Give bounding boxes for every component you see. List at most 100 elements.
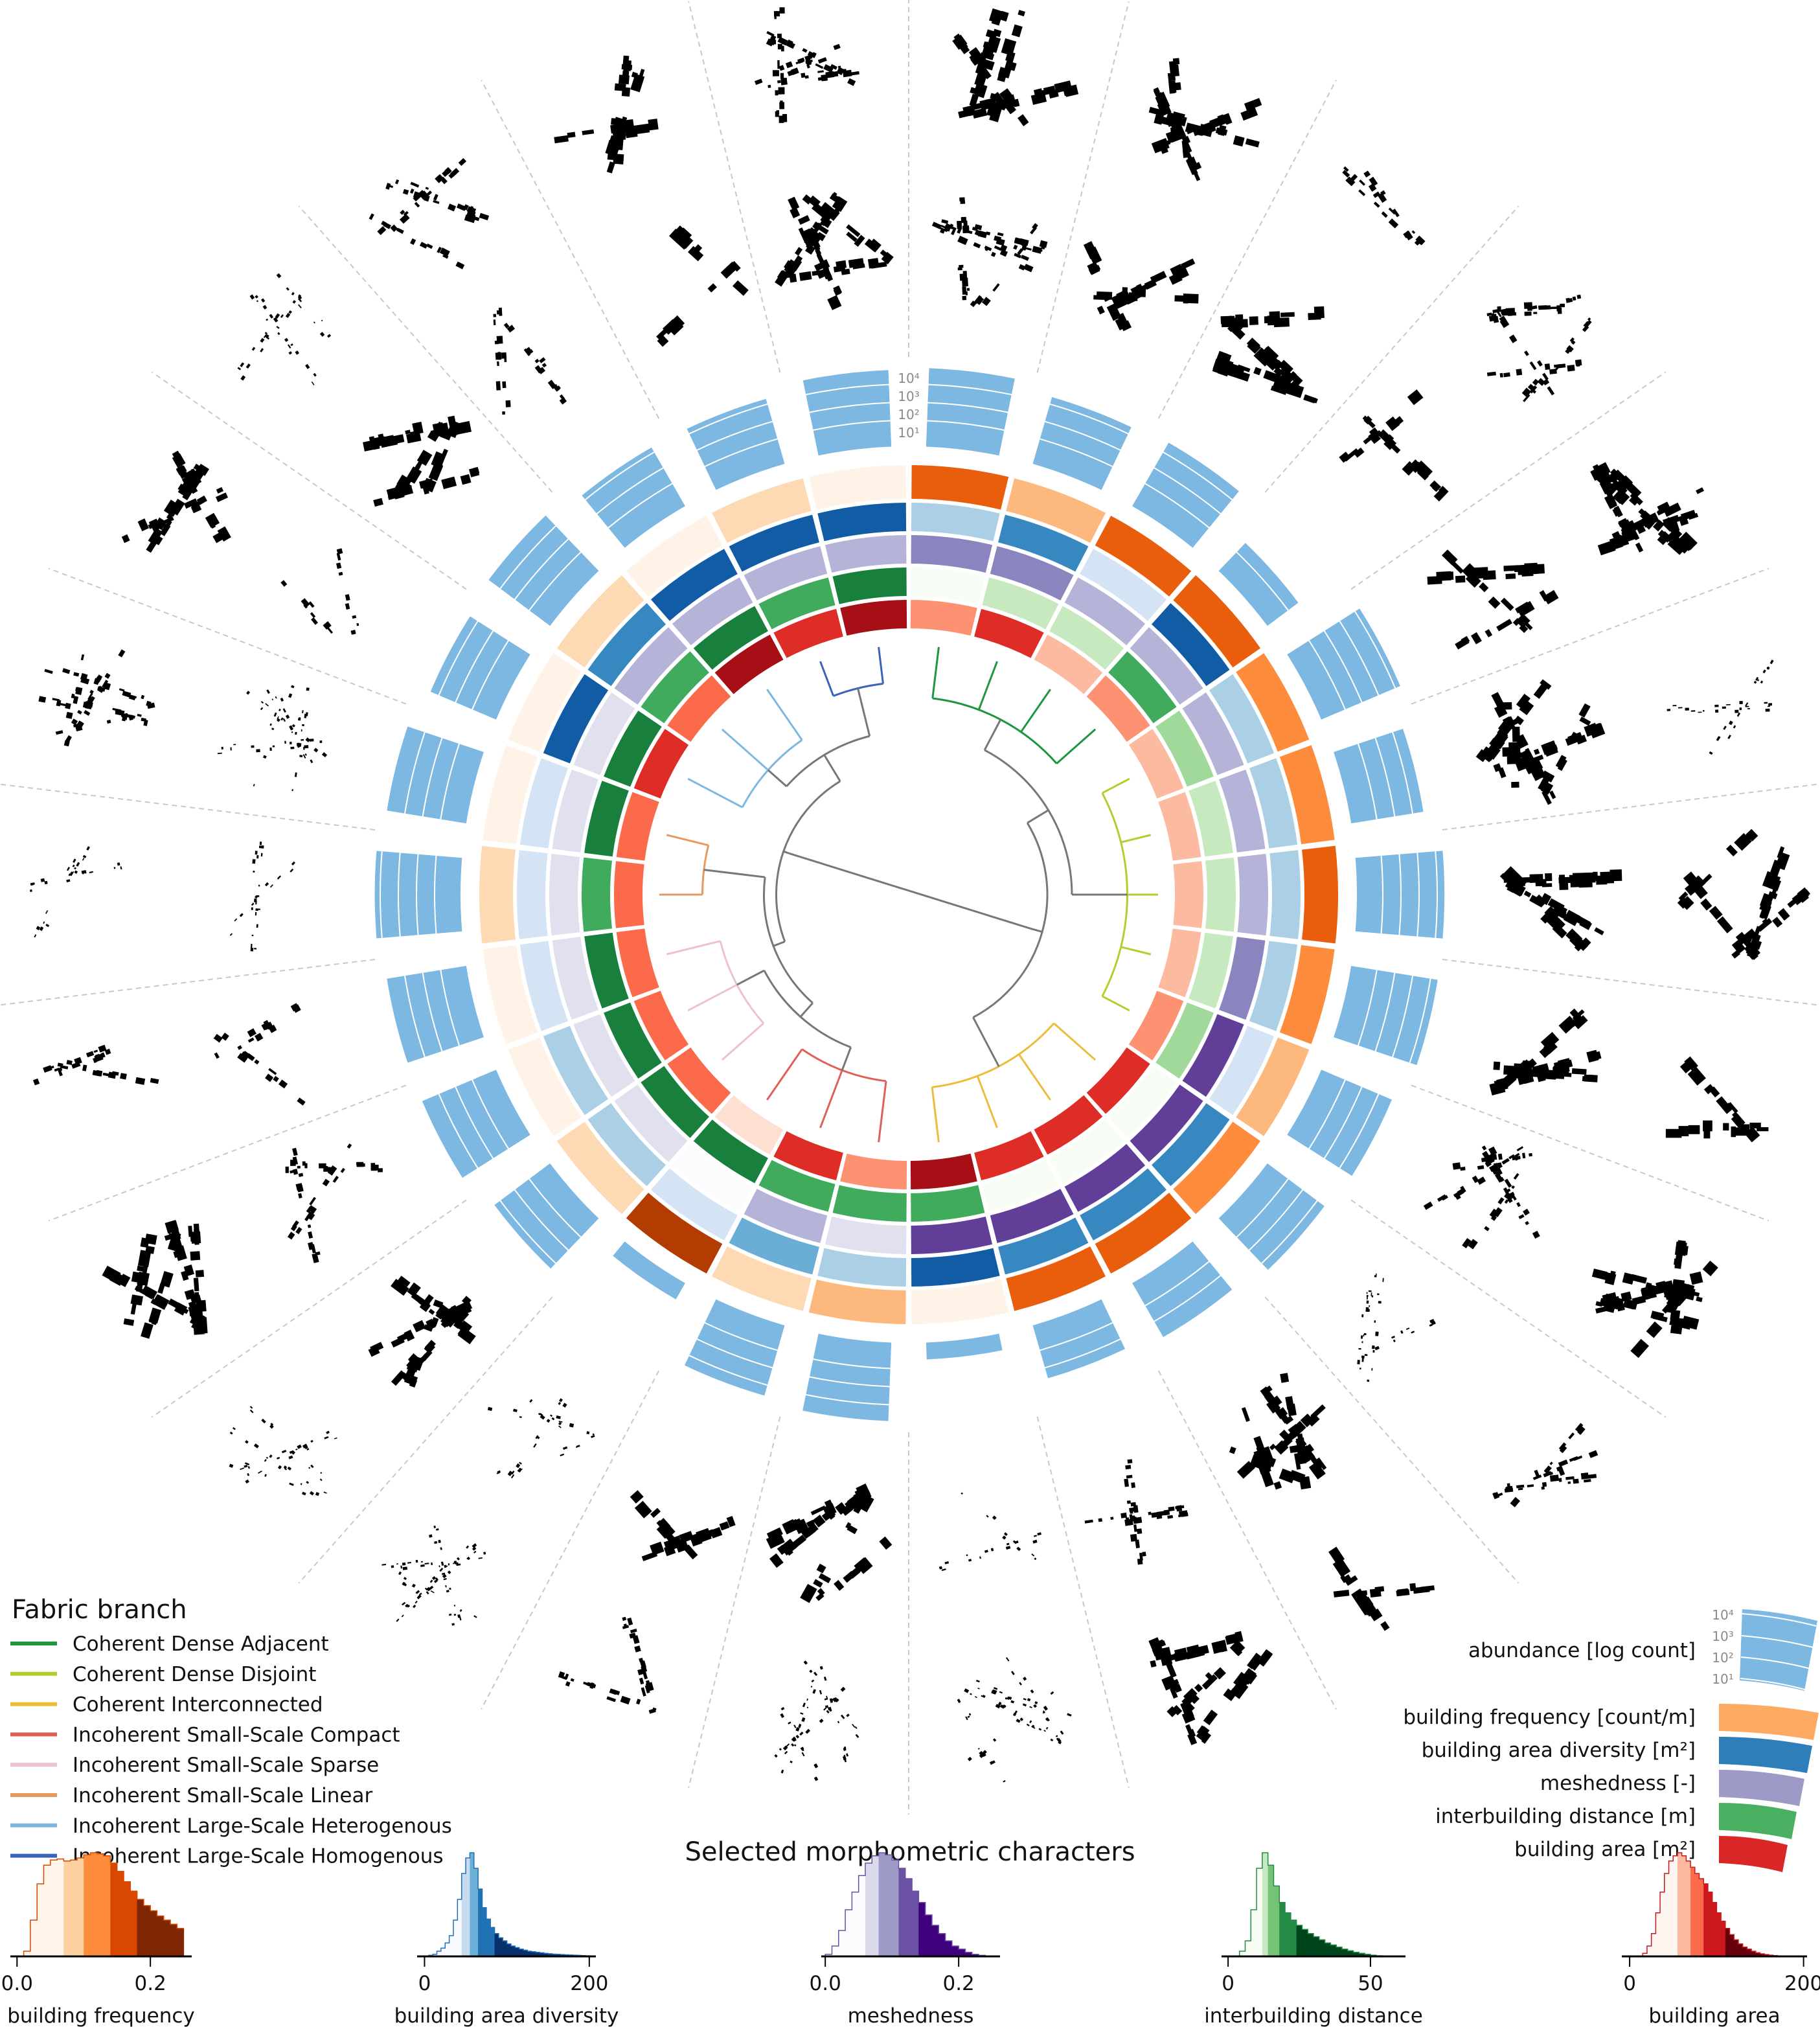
abundance-gridline — [806, 384, 889, 396]
histogram-bar — [63, 1861, 71, 1956]
character-legend-item: meshedness [-] — [1540, 1770, 1804, 1806]
ring-segment-building-frequency — [626, 1193, 723, 1274]
dendrogram-leaf-branch — [1102, 777, 1130, 794]
ring-segment-meshedness — [614, 627, 688, 705]
abundance-gridline — [1374, 737, 1396, 817]
ring-segment-building-frequency — [1006, 478, 1106, 544]
abundance-gridline — [422, 737, 443, 817]
urban-fabric-thumbnail — [381, 1525, 486, 1626]
histogram-bar — [1330, 1945, 1337, 1956]
histogram-bar — [1239, 1951, 1246, 1956]
dendrogram-link — [1030, 927, 1043, 933]
abundance-gridline — [608, 483, 673, 529]
segment-divider — [688, 1416, 781, 1788]
ring-segment-building-area — [667, 1047, 731, 1114]
abundance-gridline — [1339, 1094, 1380, 1169]
ring-segment-building-area — [1173, 861, 1204, 928]
abundance-bar — [684, 1299, 785, 1396]
dendrogram-leaf-branch — [1056, 728, 1097, 764]
ring-segment-building-area — [840, 600, 907, 636]
segment-divider — [1442, 783, 1820, 830]
abundance-tick-label: 10² — [898, 407, 919, 422]
abundance-bar — [613, 1241, 685, 1300]
histogram-bar — [905, 1879, 913, 1956]
abundance-gridline — [696, 1338, 773, 1369]
ring-segment-meshedness — [1064, 1143, 1146, 1212]
abundance-legend-tick: 10³ — [1712, 1629, 1733, 1644]
abundance-gridline — [514, 538, 569, 600]
dendrogram-leaf-branch — [666, 940, 721, 956]
dendrogram-link — [773, 941, 786, 947]
abundance-gridline — [688, 403, 768, 435]
ring-segment-building-area-diversity — [998, 514, 1089, 572]
histogram-bar — [37, 1884, 44, 1956]
dendrogram-link — [767, 769, 788, 788]
histogram-bar — [925, 1915, 933, 1956]
histogram-bar — [1668, 1861, 1674, 1956]
abundance-legend-gridline — [1741, 1635, 1814, 1648]
ring-segment-building-area — [613, 861, 644, 928]
histogram-bar — [1296, 1925, 1302, 1956]
ring-segment-meshedness — [1130, 627, 1203, 705]
urban-fabric-thumbnail — [1427, 549, 1559, 650]
abundance-bar — [1218, 543, 1299, 626]
character-legend-swatch — [1719, 1770, 1804, 1806]
ring-segment-interbuilding-distance — [604, 1002, 662, 1079]
ring-segment-building-frequency — [483, 945, 538, 1044]
histogram-bar — [1353, 1952, 1359, 1956]
ring-segment-interbuilding-distance — [832, 1185, 907, 1222]
abundance-bar — [1287, 1070, 1393, 1176]
abundance-gridline — [1358, 743, 1378, 819]
abundance-bar — [387, 726, 484, 824]
abundance-bar — [430, 616, 530, 720]
abundance-gridline — [1323, 630, 1363, 703]
segment-divider — [1411, 1084, 1769, 1222]
histogram-bar — [1251, 1910, 1257, 1956]
histogram-bar — [30, 1920, 38, 1956]
legend-item-label: Coherent Interconnected — [73, 1693, 323, 1717]
ring-segment-meshedness — [825, 1216, 907, 1254]
histogram-tick-label: 0.2 — [135, 1972, 166, 1995]
histogram-bar — [1314, 1936, 1320, 1956]
histogram-bar — [515, 1947, 520, 1956]
histogram-bar — [1302, 1929, 1308, 1956]
ring-segment-building-frequency — [911, 1279, 1009, 1324]
histogram-bar — [845, 1910, 852, 1956]
abundance-tick-label: 10⁴ — [898, 371, 919, 386]
histogram-tick-label: 200 — [570, 1972, 608, 1995]
urban-fabric-thumbnail — [33, 1044, 159, 1086]
ring-segment-interbuilding-distance — [758, 1160, 836, 1212]
histogram-bar — [885, 1855, 893, 1956]
urban-fabric-thumbnail — [766, 1483, 893, 1603]
histogram-bar — [503, 1941, 508, 1956]
abundance-gridline — [806, 1393, 889, 1406]
abundance-gridline — [813, 1358, 891, 1369]
abundance-legend-swatch — [1740, 1609, 1817, 1691]
character-legend-item: building frequency [count/m] — [1403, 1704, 1819, 1740]
abundance-gridline — [514, 1189, 569, 1251]
histogram-bar — [1325, 1943, 1331, 1956]
character-legend-item: building area diversity [m²] — [1422, 1737, 1812, 1773]
ring-segment-meshedness — [744, 1189, 828, 1243]
dendrogram-cluster-arc — [833, 682, 883, 697]
ring-segment-building-area-diversity — [1209, 674, 1275, 764]
histogram-bar — [1747, 1949, 1752, 1956]
abundance-bar — [802, 1333, 892, 1421]
character-legend-label: meshedness [-] — [1540, 1772, 1696, 1795]
histogram-bar — [486, 1919, 491, 1956]
histogram-bar — [1751, 1951, 1757, 1956]
histogram-bar — [1347, 1951, 1354, 1956]
histogram-bar — [1646, 1946, 1652, 1956]
histogram-xlabel: meshedness — [848, 2004, 974, 2027]
histogram-bar — [104, 1855, 111, 1956]
histogram-bar — [50, 1860, 58, 1956]
abundance-bar — [582, 447, 685, 548]
histogram-bar — [440, 1948, 446, 1956]
abundance-gridline — [1154, 467, 1222, 514]
ring-segment-building-area-diversity — [729, 1217, 819, 1275]
histogram-bar — [838, 1930, 846, 1956]
abundance-gridline — [1392, 732, 1413, 814]
urban-fabric-thumbnail — [1677, 829, 1811, 960]
ring-segment-building-area — [633, 729, 689, 799]
abundance-gridline — [1308, 640, 1346, 710]
